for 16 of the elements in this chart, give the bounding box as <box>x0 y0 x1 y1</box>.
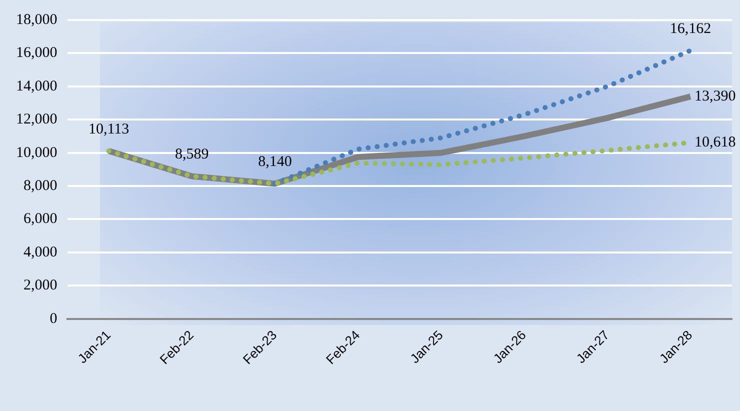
y-tick-label: 8,000 <box>24 178 58 194</box>
y-tick-label: 10,000 <box>16 144 58 161</box>
data-label: 8,140 <box>258 154 292 170</box>
data-label: 10,618 <box>694 134 736 150</box>
data-label: 16,162 <box>670 20 712 37</box>
y-tick-label: 6,000 <box>24 211 58 228</box>
data-label: 10,113 <box>88 121 130 138</box>
data-label: 8,589 <box>175 146 209 163</box>
y-tick-label: 16,000 <box>16 45 58 62</box>
y-tick-label: 0 <box>50 310 58 327</box>
y-tick-label: 2,000 <box>24 278 58 294</box>
data-label: 13,390 <box>694 88 736 104</box>
y-tick-label: 14,000 <box>16 78 58 94</box>
y-tick-label: 4,000 <box>24 244 58 260</box>
y-tick-label: 18,000 <box>16 12 58 28</box>
y-tick-label: 12,000 <box>16 112 58 128</box>
